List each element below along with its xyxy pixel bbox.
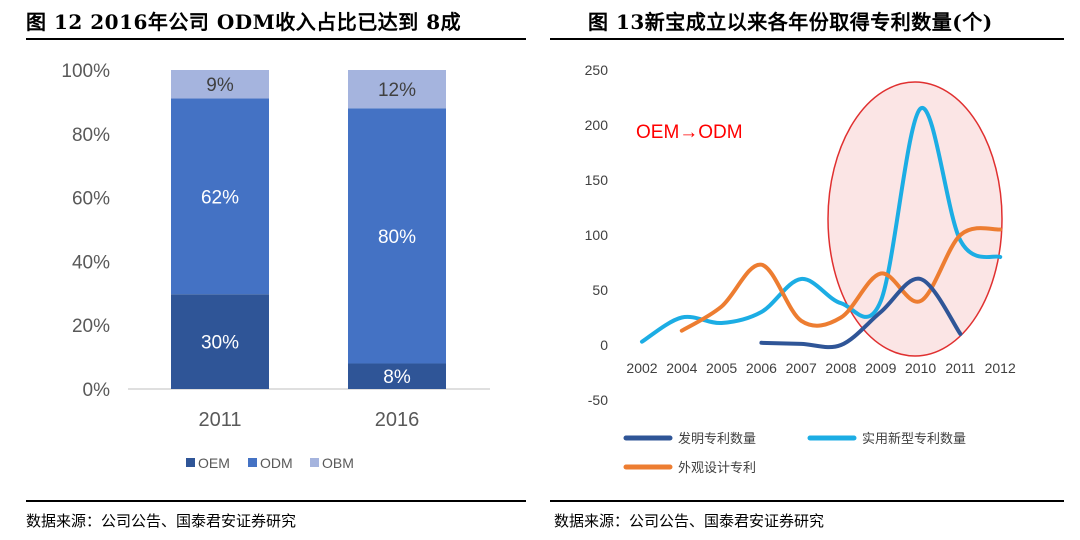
- right-source-rule: [550, 500, 1064, 502]
- y-tick-label: 0: [600, 337, 608, 353]
- legend-label-2: 外观设计专利: [678, 461, 756, 476]
- bar-segment-odm: [348, 108, 446, 364]
- y-tick-label: 150: [585, 172, 609, 188]
- legend-swatch-oem: [186, 458, 195, 467]
- left-source-text: 数据来源：公司公告、国泰君安证券研究: [26, 512, 297, 530]
- right-figure-title: 图 13新宝成立以来各年份取得专利数量(个): [588, 10, 993, 34]
- y-tick-label: 20%: [72, 316, 110, 337]
- y-tick-label: -50: [588, 392, 608, 408]
- legend-swatch-obm: [310, 458, 319, 467]
- y-tick-label: 200: [585, 117, 609, 133]
- bar-segment-oem: [171, 294, 269, 389]
- right-source-text: 数据来源：公司公告、国泰君安证券研究: [554, 512, 825, 530]
- bar-data-label: 12%: [378, 80, 416, 101]
- x-tick-label: 2006: [746, 360, 777, 376]
- x-category-label: 2011: [198, 409, 241, 431]
- highlight-ellipse: [827, 81, 1003, 357]
- y-tick-label: 50: [592, 282, 608, 298]
- bar-segment-oem: [348, 363, 446, 389]
- annotation-label: OEM→ODM: [636, 122, 743, 143]
- x-tick-label: 2012: [985, 360, 1016, 376]
- bar-segment-obm: [171, 70, 269, 99]
- y-tick-label: 250: [585, 62, 609, 78]
- series-line-1: [640, 106, 1003, 344]
- legend-label-0: 发明专利数量: [678, 431, 756, 447]
- series-line-0: [759, 276, 963, 350]
- legend-label-1: 实用新型专利数量: [862, 431, 966, 447]
- x-tick-label: 2009: [865, 360, 896, 376]
- left-figure-panel: 图 12 2016年公司 ODM收入占比已达到 8成 0% 20% 40% 60% 80…: [26, 10, 526, 530]
- y-tick-label: 0%: [83, 380, 111, 401]
- bar-data-label: 9%: [206, 75, 234, 96]
- x-tick-label: 2002: [626, 360, 657, 376]
- x-tick-label: 2011: [945, 360, 975, 376]
- series-line-2: [679, 226, 1003, 333]
- x-tick-label: 2008: [825, 360, 856, 376]
- y-tick-label: 80%: [72, 125, 110, 146]
- x-tick-label: 2005: [706, 360, 737, 376]
- legend-label-odm: ODM: [260, 455, 293, 471]
- x-tick-label: 2007: [786, 360, 817, 376]
- y-tick-label: 100%: [61, 61, 110, 82]
- bar-data-label: 8%: [383, 367, 411, 388]
- left-source-rule: [26, 500, 526, 502]
- left-title-rule: [26, 38, 526, 40]
- legend-label-obm: OBM: [322, 455, 354, 471]
- right-figure-panel: 图 13新宝成立以来各年份取得专利数量(个) -50 0 50 100 150 200 25…: [540, 0, 1080, 540]
- y-tick-label: 100: [585, 227, 609, 243]
- legend-swatch-odm: [248, 458, 257, 467]
- patent-line-chart: -50 0 50 100 150 200 250 2002 2004 2005 2006 2007 20…: [585, 62, 1016, 476]
- bar-data-label: 30%: [201, 333, 239, 354]
- bar-segment-obm: [348, 70, 446, 109]
- bar-data-label: 80%: [378, 227, 416, 248]
- legend-label-oem: OEM: [198, 455, 230, 471]
- bar-segment-odm: [171, 98, 269, 295]
- y-tick-label: 60%: [72, 189, 110, 210]
- right-title-rule: [550, 38, 1064, 40]
- bar-data-label: 62%: [201, 187, 239, 208]
- x-tick-label: 2004: [666, 360, 697, 376]
- y-tick-label: 40%: [72, 252, 110, 273]
- x-tick-label: 2010: [905, 360, 936, 376]
- x-category-label: 2016: [375, 409, 420, 431]
- stacked-bar-chart: 0% 20% 40% 60% 80% 100% 30% 62% 9% 2011 8% 80% 12% 20…: [61, 61, 490, 471]
- left-figure-title: 图 12 2016年公司 ODM收入占比已达到 8成: [26, 10, 462, 34]
